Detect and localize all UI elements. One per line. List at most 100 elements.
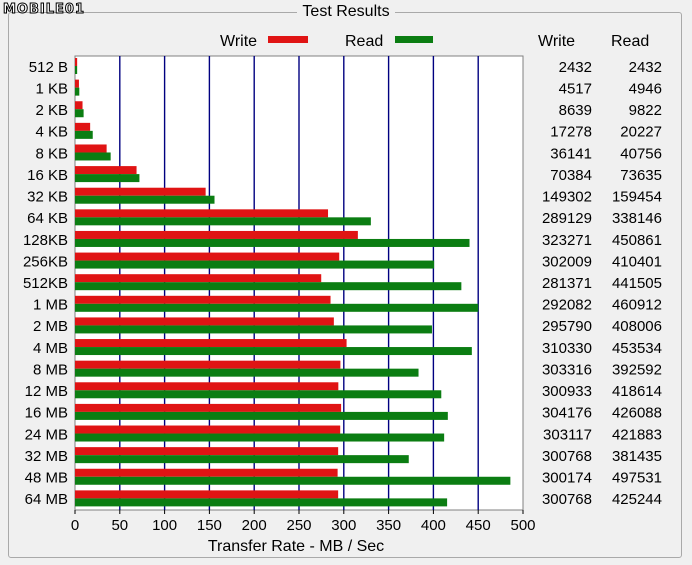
- read-bar-6: [75, 195, 215, 204]
- tick-label-0: 0: [71, 517, 79, 534]
- write-bar-4: [75, 144, 107, 153]
- tick-label-350: 350: [376, 517, 401, 534]
- category-label-18: 32 MB: [25, 448, 68, 465]
- write-value-5: 70384: [550, 167, 592, 184]
- tick-label-100: 100: [152, 517, 177, 534]
- category-label-10: 512KB: [23, 275, 68, 292]
- read-value-4: 40756: [620, 145, 662, 162]
- read-bar-5: [75, 174, 140, 183]
- legend-write-swatch: [268, 36, 308, 43]
- read-bar-9: [75, 260, 435, 269]
- write-bar-17: [75, 425, 341, 434]
- results-table: 2432 2432 4517 4946 8639 9822 17278 20227 36141 4…: [542, 59, 662, 508]
- write-bar-18: [75, 447, 339, 456]
- read-value-11: 460912: [612, 297, 662, 314]
- read-value-5: 73635: [620, 167, 662, 184]
- write-value-3: 17278: [550, 124, 592, 141]
- read-bar-20: [75, 498, 448, 507]
- write-bar-10: [75, 274, 322, 283]
- tick-label-450: 450: [466, 517, 491, 534]
- write-bar-19: [75, 468, 338, 477]
- write-bar-15: [75, 382, 339, 391]
- category-label-1: 1 KB: [35, 80, 68, 97]
- category-label-16: 16 MB: [25, 405, 68, 422]
- read-bar-11: [75, 303, 479, 312]
- table-read-header: Read: [611, 33, 649, 50]
- category-label-9: 256KB: [23, 253, 68, 270]
- write-bar-13: [75, 339, 347, 348]
- read-bar-8: [75, 238, 470, 247]
- read-bar-1: [75, 87, 80, 96]
- category-label-4: 8 KB: [35, 145, 68, 162]
- write-value-4: 36141: [550, 145, 592, 162]
- read-bar-14: [75, 368, 419, 377]
- category-labels: 512 B 1 KB 2 KB 4 KB 8 KB 16 KB 32 KB 64 KB 128K…: [23, 59, 68, 508]
- read-value-3: 20227: [620, 124, 662, 141]
- write-value-16: 304176: [542, 405, 592, 422]
- write-value-12: 295790: [542, 318, 592, 335]
- read-value-7: 338146: [612, 210, 662, 227]
- read-bar-15: [75, 390, 442, 399]
- tick-label-50: 50: [111, 517, 128, 534]
- write-value-10: 281371: [542, 275, 592, 292]
- read-value-18: 381435: [612, 448, 662, 465]
- write-bar-14: [75, 360, 341, 369]
- read-bar-12: [75, 325, 432, 334]
- read-value-1: 4946: [629, 80, 662, 97]
- write-bar-6: [75, 187, 206, 196]
- write-value-18: 300768: [542, 448, 592, 465]
- read-value-8: 450861: [612, 232, 662, 249]
- read-value-2: 9822: [629, 102, 662, 119]
- write-bar-11: [75, 295, 331, 304]
- write-value-8: 323271: [542, 232, 592, 249]
- table-write-header: Write: [538, 33, 575, 50]
- read-bar-13: [75, 347, 472, 356]
- write-value-20: 300768: [542, 491, 592, 508]
- write-value-2: 8639: [559, 102, 592, 119]
- write-bar-0: [75, 58, 78, 66]
- legend-read-label: Read: [345, 33, 383, 50]
- write-value-13: 310330: [542, 340, 592, 357]
- category-label-0: 512 B: [29, 59, 68, 76]
- write-value-1: 4517: [559, 80, 592, 97]
- logo-watermark: MOBILE01: [3, 2, 85, 18]
- read-value-13: 453534: [612, 340, 662, 357]
- read-bar-2: [75, 109, 84, 118]
- tick-label-150: 150: [197, 517, 222, 534]
- tick-label-250: 250: [286, 517, 311, 534]
- read-value-16: 426088: [612, 405, 662, 422]
- tick-label-200: 200: [242, 517, 267, 534]
- tick-label-400: 400: [421, 517, 446, 534]
- legend-write-label: Write: [220, 33, 257, 50]
- tick-label-500: 500: [510, 517, 535, 534]
- category-label-7: 64 KB: [27, 210, 68, 227]
- write-value-15: 300933: [542, 383, 592, 400]
- category-label-15: 12 MB: [25, 383, 68, 400]
- write-bar-2: [75, 101, 83, 110]
- read-bar-7: [75, 217, 371, 226]
- read-value-12: 408006: [612, 318, 662, 335]
- group-title: Test Results: [0, 3, 692, 21]
- category-label-13: 4 MB: [33, 340, 68, 357]
- bars: [75, 58, 511, 507]
- read-bar-19: [75, 476, 511, 485]
- category-label-19: 48 MB: [25, 470, 68, 487]
- read-bar-16: [75, 411, 448, 420]
- read-bar-18: [75, 455, 409, 464]
- write-value-17: 303117: [543, 426, 592, 443]
- category-label-14: 8 MB: [33, 361, 68, 378]
- write-bar-12: [75, 317, 334, 326]
- category-label-6: 32 KB: [27, 189, 68, 206]
- category-label-2: 2 KB: [35, 102, 68, 119]
- read-value-19: 497531: [612, 470, 662, 487]
- write-value-6: 149302: [542, 189, 592, 206]
- read-bar-17: [75, 433, 445, 442]
- write-bar-8: [75, 230, 358, 239]
- read-bar-4: [75, 152, 111, 161]
- category-label-5: 16 KB: [27, 167, 68, 184]
- read-value-17: 421883: [612, 426, 662, 443]
- write-bar-9: [75, 252, 340, 261]
- write-value-7: 289129: [542, 210, 592, 227]
- category-label-20: 64 MB: [25, 491, 68, 508]
